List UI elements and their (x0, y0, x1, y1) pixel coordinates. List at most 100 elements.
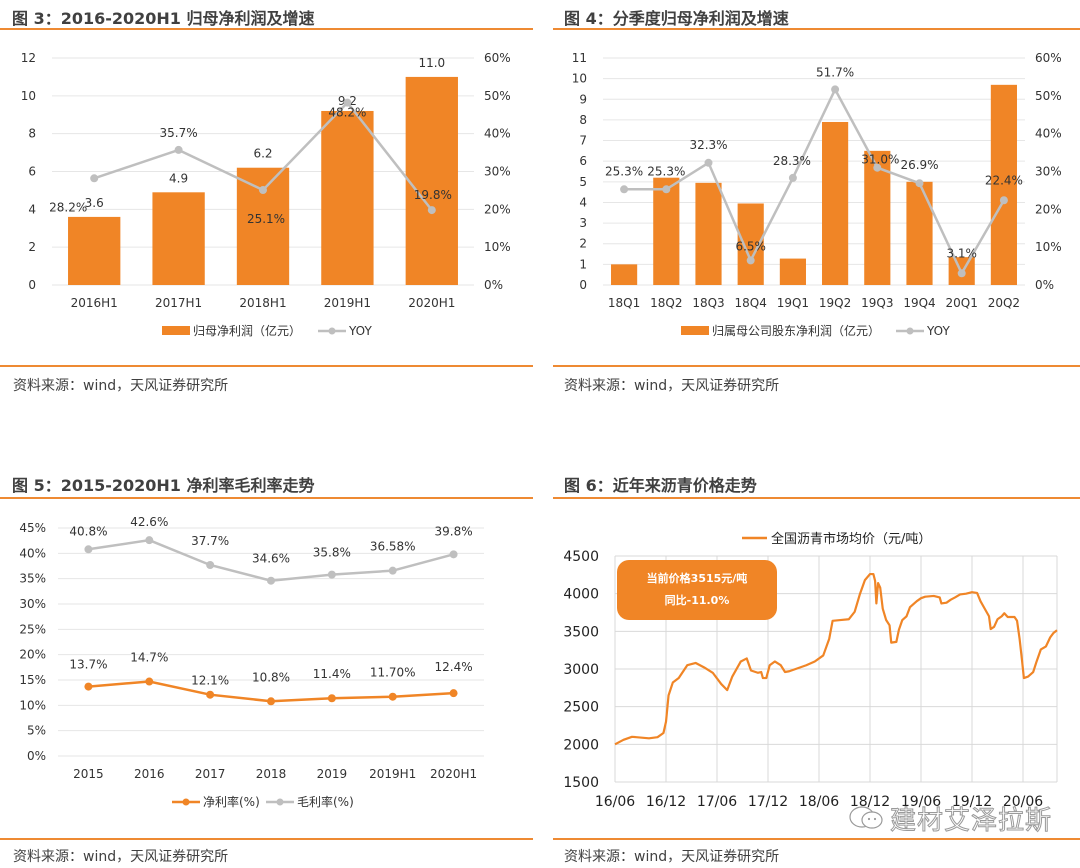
fig3-y-left-tick: 12 (21, 51, 36, 65)
fig4-y-left-tick: 11 (572, 51, 587, 65)
fig5-net-margin-label: 14.7% (130, 651, 168, 665)
fig5-net-margin-point (327, 694, 336, 703)
fig3-x-tick: 2017H1 (155, 296, 202, 310)
fig4-legend-line-label: YOY (926, 324, 950, 338)
fig5-gross-margin-point (145, 536, 154, 545)
fig4-yoy-point (873, 163, 882, 172)
fig6-y-tick: 3500 (563, 624, 599, 640)
fig4-yoy-point (620, 185, 629, 194)
fig4-y-right-tick: 40% (1035, 127, 1062, 141)
fig4-y-left-tick: 7 (579, 134, 587, 148)
fig4-yoy-label: 32.3% (689, 138, 727, 152)
figure-4-title-rule (553, 28, 1080, 30)
figure-4-title: 图 4：分季度归母净利润及增速 (564, 9, 789, 28)
fig5-y-tick: 20% (19, 648, 46, 662)
fig6-y-tick: 2500 (563, 700, 599, 716)
fig6-y-tick: 3000 (563, 662, 599, 678)
fig5-net-margin-label: 12.4% (435, 660, 473, 674)
fig3-yoy-label: 48.2% (328, 106, 366, 120)
fig5-net-margin-point (145, 677, 154, 686)
fig4-y-right-tick: 50% (1035, 89, 1062, 103)
fig6-y-tick: 4000 (563, 587, 599, 603)
fig4-y-left-tick: 6 (579, 154, 587, 168)
fig5-gross-margin-label: 35.8% (313, 546, 351, 560)
fig5-net-margin-point (206, 690, 215, 699)
fig4-bar (822, 121, 849, 286)
fig4-yoy-label: 28.3% (773, 154, 811, 168)
fig4-y-left-tick: 3 (579, 216, 587, 230)
fig4-yoy-point (831, 85, 840, 94)
fig3-legend-line-marker (328, 327, 336, 335)
fig6-x-tick: 16/06 (595, 794, 635, 810)
fig3-bar-label: 6.2 (253, 147, 272, 161)
figure-5-source: 资料来源：wind，天风证券研究所 (13, 849, 229, 865)
fig6-legend-label: 全国沥青市场均价（元/吨） (771, 531, 931, 547)
wechat-icon (849, 806, 883, 829)
figure-3-source-rule (0, 365, 533, 367)
fig4-y-left-tick: 9 (579, 92, 587, 106)
fig3-yoy-point (90, 174, 99, 183)
fig4-y-left-tick: 2 (579, 237, 587, 251)
fig4-yoy-label: 3.1% (946, 246, 977, 260)
figure-6-source-rule (553, 838, 1080, 840)
fig5-net-margin-point (84, 682, 93, 691)
fig5-gross-margin-point (449, 550, 458, 559)
fig3-yoy-label: 35.7% (160, 126, 198, 140)
fig4-bar (695, 182, 722, 285)
fig3-x-tick: 2018H1 (239, 296, 286, 310)
fig3-y-right-tick: 40% (484, 127, 511, 141)
fig5-gross-margin-label: 42.6% (130, 515, 168, 529)
fig3-legend-bar-swatch (162, 326, 190, 335)
fig6-x-tick: 18/06 (799, 794, 839, 810)
figure-3-source: 资料来源：wind，天风证券研究所 (13, 378, 229, 394)
fig4-bar (611, 264, 638, 285)
fig4-y-right-tick: 10% (1035, 240, 1062, 254)
fig5-gross-margin-point (84, 545, 93, 554)
fig5-legend-gross-margin-label: 毛利率(%) (297, 794, 354, 809)
fig5-legend-gross-margin-marker (276, 798, 284, 806)
fig4-y-right-tick: 30% (1035, 165, 1062, 179)
fig5-net-margin-point (267, 697, 275, 706)
fig3-yoy-point (174, 145, 183, 154)
fig3-x-tick: 2016H1 (71, 296, 118, 310)
fig6-x-tick: 18/12 (850, 794, 890, 810)
fig3-bar (68, 216, 121, 285)
fig4-yoy-label: 25.3% (647, 164, 685, 178)
fig4-bar (653, 177, 680, 285)
fig3-legend-bar-label: 归母净利润（亿元） (193, 323, 301, 338)
fig4-yoy-label: 25.3% (605, 164, 643, 178)
fig5-net-margin-label: 12.1% (191, 674, 229, 688)
figure-3-title: 图 3：2016-2020H1 归母净利润及增速 (12, 9, 315, 28)
fig3-y-right-tick: 50% (484, 89, 511, 103)
fig4-x-tick: 18Q2 (650, 296, 682, 310)
fig4-bar (990, 84, 1017, 285)
fig3-y-right-tick: 10% (484, 240, 511, 254)
fig4-x-tick: 20Q1 (946, 296, 978, 310)
fig4-legend-bar-swatch (681, 326, 709, 335)
fig6-x-tick: 17/12 (748, 794, 788, 810)
watermark-text: 建材艾泽拉斯 (889, 806, 1053, 837)
fig5-net-margin-point (449, 689, 458, 698)
fig4-x-tick: 18Q4 (735, 296, 767, 310)
fig3-bar-label: 3.6 (85, 196, 104, 210)
figure-4-source-rule (553, 365, 1080, 367)
fig3-bar (321, 110, 374, 285)
callout-price-text: 当前价格3515元/吨 (646, 572, 748, 585)
fig3-y-left-tick: 4 (28, 202, 36, 216)
fig5-y-tick: 45% (19, 521, 46, 535)
fig5-gross-margin-label: 34.6% (252, 552, 290, 566)
fig6-x-tick: 20/06 (1003, 794, 1043, 810)
current-price-callout: 当前价格3515元/吨 同比-11.0% (617, 560, 777, 620)
fig3-y-left-tick: 10 (21, 89, 36, 103)
fig4-y-right-tick: 20% (1035, 202, 1062, 216)
figure-5-title-rule (0, 497, 533, 499)
figure-3-title-rule (0, 28, 533, 30)
fig4-yoy-point (662, 185, 671, 194)
fig5-x-tick: 2016 (134, 767, 165, 781)
fig6-y-tick: 4500 (563, 549, 599, 565)
fig3-x-tick: 2019H1 (324, 296, 371, 310)
fig5-legend-net-margin-marker (182, 798, 190, 806)
fig5-x-tick: 2020H1 (430, 767, 477, 781)
callout-yoy-text: 同比-11.0% (664, 594, 730, 607)
fig4-bar (779, 258, 806, 285)
